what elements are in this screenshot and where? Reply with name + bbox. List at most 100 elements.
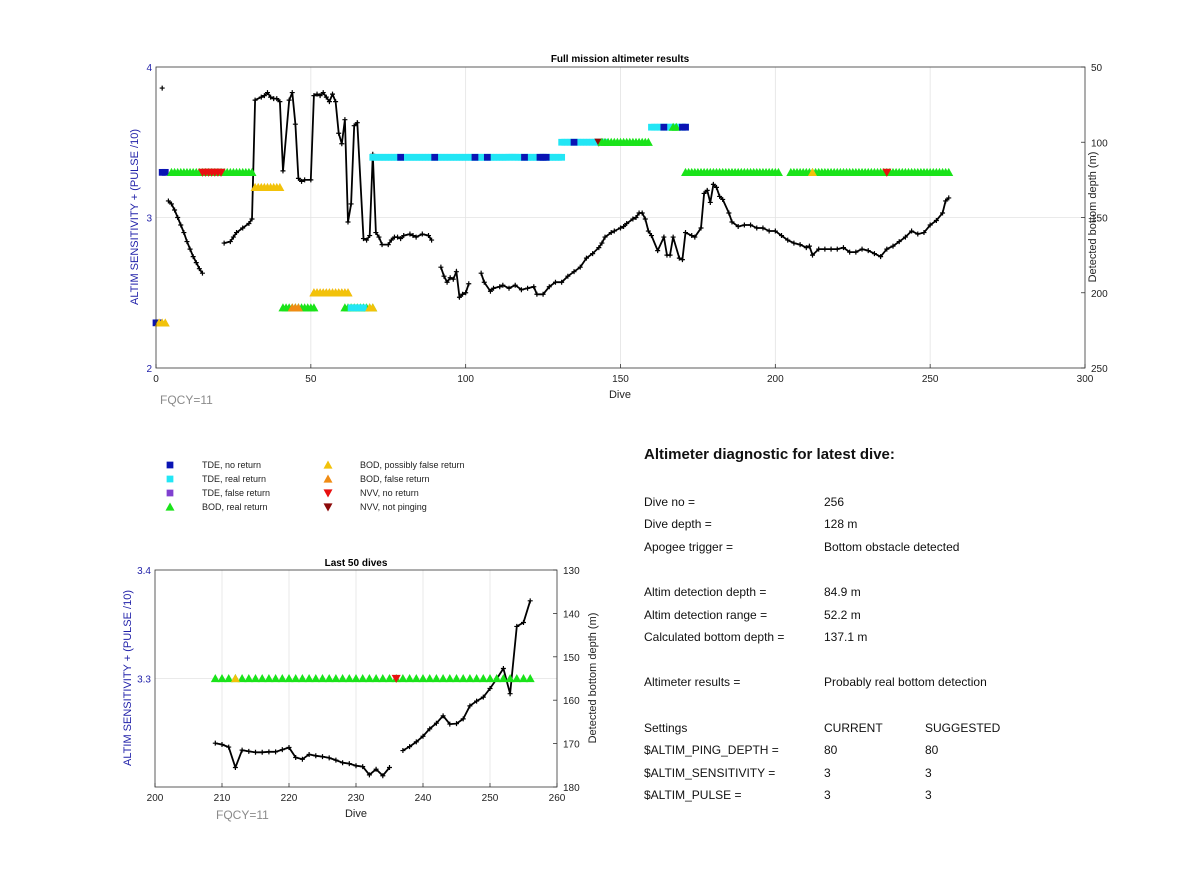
x-tick-label: 300 [1077, 374, 1094, 385]
detection-depth-label: Altim detection depth = [644, 585, 767, 599]
depth-point [234, 230, 240, 236]
marker-bod_real_return [485, 674, 495, 683]
depth-point [230, 234, 236, 240]
depth-point [943, 198, 949, 204]
depth-point [717, 193, 723, 199]
depth-point [293, 754, 299, 760]
depth-point [273, 749, 279, 755]
depth-point [387, 764, 392, 770]
right-tick-label: 130 [563, 566, 580, 577]
depth-point [927, 222, 933, 228]
depth-point [348, 201, 354, 207]
x-tick-label: 230 [348, 793, 365, 804]
depth-point [407, 744, 413, 750]
legend-marker-tde_false_return [166, 489, 174, 497]
marker-bod_real_return [944, 167, 954, 176]
depth-point [286, 97, 292, 103]
depth-point [240, 225, 246, 231]
depth-point [360, 764, 366, 770]
current-header: CURRENT [824, 721, 883, 735]
marker-bod_possibly_false [343, 288, 353, 297]
depth-point [791, 240, 797, 246]
depth-point [280, 168, 286, 174]
x-tick-label: 100 [457, 374, 474, 385]
marker-bod_possibly_false [230, 674, 240, 683]
depth-point [440, 713, 446, 719]
marker-tde_no_return [161, 168, 169, 176]
depth-point [289, 90, 295, 96]
marker-bod_real_return [773, 167, 783, 176]
depth-point [373, 766, 379, 772]
detection-range-value: 52.2 m [824, 608, 861, 622]
depth-point [729, 219, 735, 225]
legend-label: NVV, not pinging [360, 502, 427, 512]
frequency-note: FQCY=11 [160, 393, 213, 407]
depth-point [735, 224, 741, 230]
marker-bod_real_return [398, 674, 408, 683]
x-tick-label: 220 [281, 793, 298, 804]
depth-point [353, 763, 359, 769]
depth-point [264, 90, 270, 96]
left-axis-label: ALTIM SENSITIVITY + (PULSE /10) [129, 129, 141, 305]
right-tick-label: 150 [563, 653, 580, 664]
depth-point [407, 231, 413, 237]
legend-marker-nvv_not_pinging [323, 503, 333, 512]
depth-point [518, 287, 524, 293]
depth-point [741, 222, 747, 228]
apogee-trigger-value: Bottom obstacle detected [824, 540, 960, 554]
depth-point [380, 773, 386, 779]
marker-bod_real_return [244, 674, 254, 683]
marker-bod_real_return [344, 674, 354, 683]
depth-line [212, 598, 533, 779]
depth-point [701, 190, 707, 196]
marker-bod_real_return [311, 674, 321, 683]
depth-point [463, 290, 469, 296]
depth-point [221, 240, 227, 246]
legend-marker-bod_possibly_false [323, 460, 333, 469]
depth-point [497, 284, 503, 290]
altimeter-diagnostic-panel: Altimeter diagnostic for latest dive: [644, 446, 1184, 489]
depth-line [159, 85, 952, 300]
depth-point [239, 747, 245, 753]
depth-point [534, 291, 540, 297]
legend-marker-tde_real_return [166, 475, 174, 483]
depth-point [853, 249, 859, 255]
depth-point [420, 733, 426, 739]
depth-point [460, 716, 466, 722]
depth-point [178, 222, 184, 228]
depth-point [212, 740, 218, 746]
depth-point [367, 233, 373, 239]
depth-point [481, 279, 487, 285]
depth-point [940, 210, 946, 216]
depth-point [426, 233, 432, 239]
depth-point [698, 225, 704, 231]
marker-bod_real_return [519, 674, 528, 683]
marker-bod_real_return [318, 674, 327, 683]
depth-point [896, 239, 902, 245]
altimeter-markers [210, 674, 535, 683]
detection-range-label: Altim detection range = [644, 608, 768, 622]
legend-label: BOD, possibly false return [360, 460, 465, 470]
legend-label: TDE, false return [202, 488, 270, 498]
marker-bod_real_return [512, 674, 522, 683]
marker-bod_real_return [210, 674, 220, 683]
depth-point [546, 284, 552, 290]
depth-point [342, 117, 348, 123]
depth-point [306, 751, 312, 757]
marker-bod_real_return [291, 674, 301, 683]
setting-current: 80 [824, 743, 838, 757]
depth-line-segment [480, 182, 950, 296]
marker-tde_no_return [483, 153, 491, 161]
x-tick-label: 0 [153, 374, 159, 385]
calculated-depth-value: 137.1 m [824, 630, 868, 644]
depth-point [219, 741, 225, 747]
setting-name: $ALTIM_PULSE = [644, 788, 742, 802]
marker-bod_real_return [309, 303, 319, 312]
depth-point [277, 99, 283, 105]
depth-point [577, 264, 583, 270]
marker-bod_real_return [452, 674, 461, 683]
marker-bod_real_return [351, 674, 361, 683]
depth-point [720, 196, 726, 202]
marker-bod_real_return [247, 167, 257, 176]
depth-point [946, 195, 952, 201]
